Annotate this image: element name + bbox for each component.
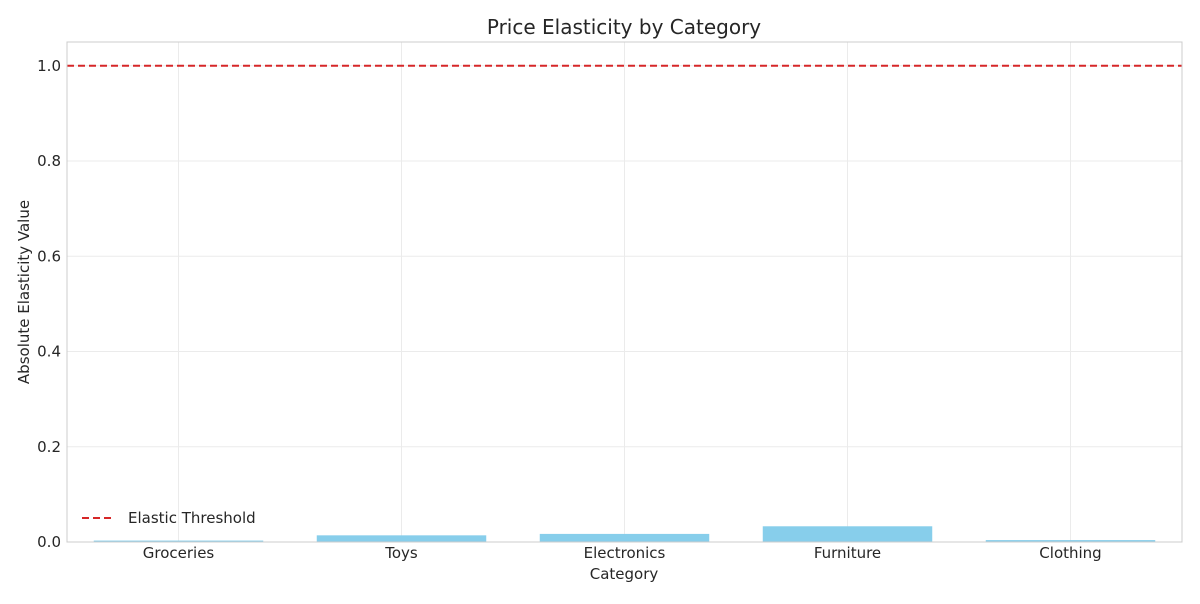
y-tick-label: 0.2 [37, 438, 61, 456]
x-axis-ticks: Groceries Toys Electronics Furniture Clothin… [143, 544, 1102, 562]
chart-title: Price Elasticity by Category [487, 15, 761, 39]
legend: Elastic Threshold [82, 509, 256, 527]
x-tick-label: Toys [384, 544, 418, 562]
plot-frame [66, 41, 1183, 543]
y-axis-label: Absolute Elasticity Value [15, 200, 33, 384]
legend-threshold-label: Elastic Threshold [128, 509, 256, 527]
bars [93, 526, 1156, 542]
bar-toys [316, 535, 487, 542]
y-tick-label: 0.0 [37, 533, 61, 551]
grid-lines [67, 42, 1182, 543]
x-tick-label: Furniture [814, 544, 881, 562]
y-tick-label: 1.0 [37, 57, 61, 75]
y-tick-label: 0.4 [37, 343, 61, 361]
bar-groceries [93, 540, 264, 542]
bar-furniture [762, 526, 933, 542]
x-axis-label: Category [590, 565, 659, 583]
x-tick-label: Groceries [143, 544, 215, 562]
x-tick-label: Electronics [584, 544, 666, 562]
x-tick-label: Clothing [1039, 544, 1101, 562]
y-axis-ticks: 0.0 0.2 0.4 0.6 0.8 1.0 [37, 57, 61, 551]
bar-clothing [985, 540, 1156, 542]
y-tick-label: 0.6 [37, 247, 61, 265]
y-tick-label: 0.8 [37, 152, 61, 170]
bar-electronics [539, 533, 710, 542]
